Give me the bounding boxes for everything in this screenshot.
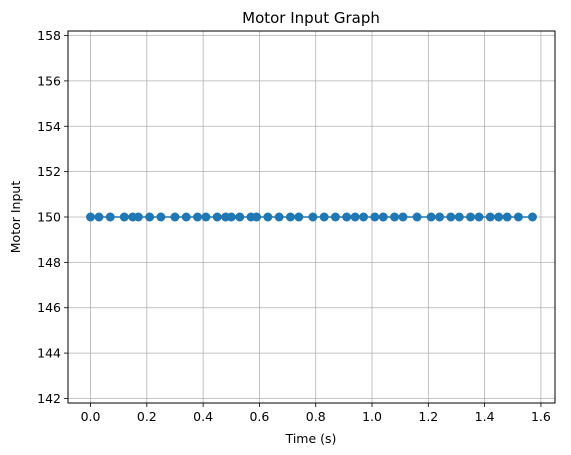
y-axis-ticks: 142 144 146 148 150 152 154 156 158 <box>37 28 68 406</box>
data-point <box>252 212 262 222</box>
y-tick-label: 156 <box>37 73 61 88</box>
data-point <box>212 212 222 222</box>
data-point <box>319 212 329 222</box>
x-tick-label: 1.4 <box>475 409 495 424</box>
data-point <box>192 212 202 222</box>
chart-title: Motor Input Graph <box>242 9 380 27</box>
data-point <box>145 212 155 222</box>
data-point <box>412 212 422 222</box>
data-point <box>263 212 273 222</box>
data-point <box>274 212 284 222</box>
y-tick-label: 154 <box>37 119 61 134</box>
data-point <box>494 212 504 222</box>
x-tick-label: 0.4 <box>193 409 213 424</box>
x-axis-ticks: 0.0 0.2 0.4 0.6 0.8 1.0 1.2 1.4 1.6 <box>81 403 551 424</box>
x-tick-label: 1.2 <box>418 409 438 424</box>
data-point <box>502 212 512 222</box>
data-series <box>86 212 537 222</box>
y-tick-label: 148 <box>37 255 61 270</box>
data-point <box>390 212 400 222</box>
x-tick-label: 0.6 <box>249 409 269 424</box>
y-tick-label: 146 <box>37 300 61 315</box>
y-tick-label: 152 <box>37 164 61 179</box>
x-axis-label: Time (s) <box>285 431 337 446</box>
data-point <box>308 212 318 222</box>
data-point <box>294 212 304 222</box>
data-point <box>133 212 143 222</box>
x-tick-label: 0.2 <box>137 409 157 424</box>
y-tick-label: 144 <box>37 346 61 361</box>
data-point <box>446 212 456 222</box>
data-point <box>378 212 388 222</box>
data-point <box>201 212 211 222</box>
data-point <box>426 212 436 222</box>
data-point <box>527 212 537 222</box>
y-tick-label: 150 <box>37 210 61 225</box>
data-point <box>359 212 369 222</box>
data-point <box>398 212 408 222</box>
x-tick-label: 0.8 <box>306 409 326 424</box>
data-point <box>94 212 104 222</box>
data-point <box>86 212 96 222</box>
data-point <box>342 212 352 222</box>
data-point <box>435 212 445 222</box>
data-point <box>454 212 464 222</box>
data-point <box>285 212 295 222</box>
data-point <box>181 212 191 222</box>
data-point <box>156 212 166 222</box>
y-tick-label: 158 <box>37 28 61 43</box>
data-point <box>474 212 484 222</box>
data-point <box>226 212 236 222</box>
data-point <box>350 212 360 222</box>
data-point <box>485 212 495 222</box>
data-point <box>170 212 180 222</box>
x-tick-label: 1.0 <box>362 409 382 424</box>
x-tick-label: 1.6 <box>531 409 551 424</box>
x-tick-label: 0.0 <box>81 409 101 424</box>
y-tick-label: 142 <box>37 391 61 406</box>
y-axis-label: Motor Input <box>8 181 23 254</box>
data-point <box>119 212 129 222</box>
data-point <box>513 212 523 222</box>
data-point <box>105 212 115 222</box>
data-point <box>466 212 476 222</box>
data-point <box>370 212 380 222</box>
data-point <box>235 212 245 222</box>
data-point <box>330 212 340 222</box>
